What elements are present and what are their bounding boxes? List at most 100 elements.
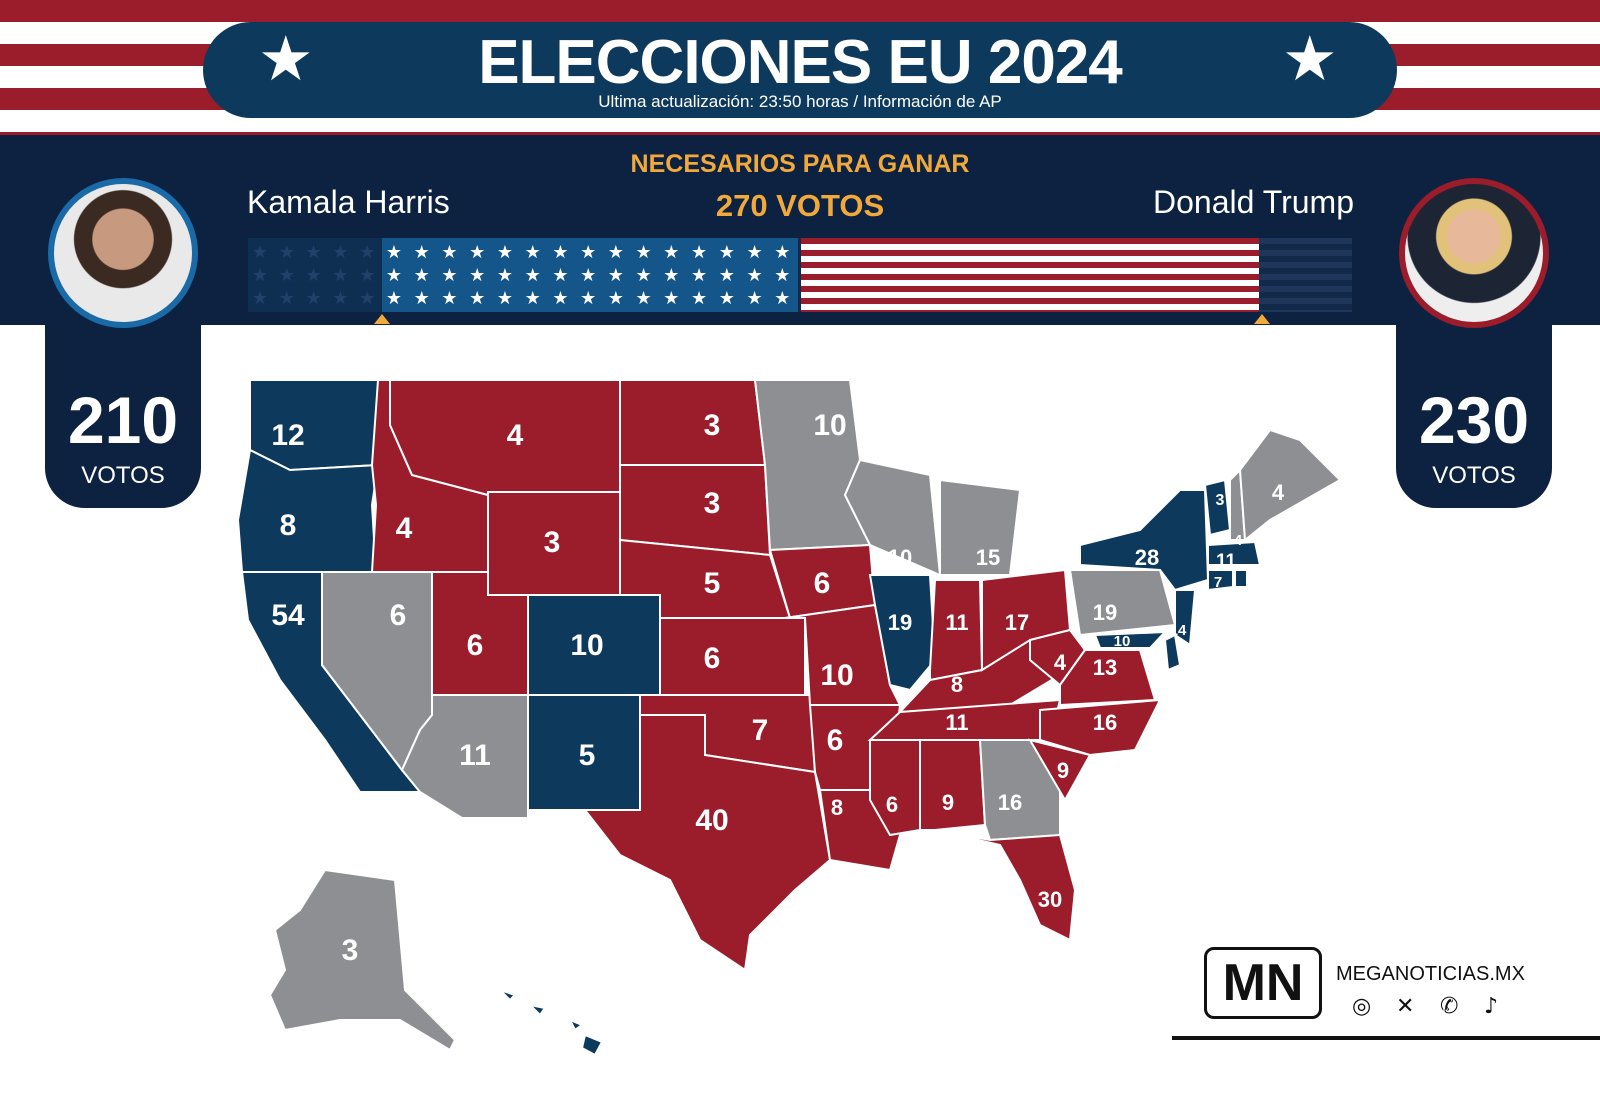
state-votes-ga: 16	[998, 790, 1022, 815]
state-votes-ma: 11	[1216, 551, 1237, 572]
bar-star: ★	[306, 242, 322, 263]
bar-star: ★	[414, 288, 430, 309]
title-banner: ELECCIONES EU 2024 Ultima actualización:…	[203, 22, 1397, 118]
state-nj	[1174, 589, 1197, 647]
state-votes-nj: 14	[1170, 622, 1187, 639]
bar-star: ★	[691, 265, 707, 286]
state-wi	[843, 458, 942, 577]
bar-star: ★	[663, 288, 679, 309]
state-pa	[1068, 569, 1177, 637]
state-votes-oh: 17	[1005, 610, 1029, 635]
trump-panel	[1396, 300, 1552, 508]
harris-avatar	[48, 178, 198, 328]
state-votes-id: 4	[396, 512, 413, 545]
state-votes-sc: 9	[1057, 758, 1069, 783]
bar-star: ★	[469, 265, 485, 286]
state-tx	[582, 714, 832, 972]
bar-star: ★	[636, 288, 652, 309]
bar-star: ★	[719, 288, 735, 309]
bar-star: ★	[774, 288, 790, 309]
instagram-icon[interactable]: ◎	[1352, 994, 1372, 1019]
x-icon[interactable]: ✕	[1396, 994, 1415, 1019]
state-votes-ok: 7	[752, 714, 769, 747]
bar-star: ★	[252, 242, 268, 263]
bar-star: ★	[580, 288, 596, 309]
bar-star: ★	[441, 265, 457, 286]
goal-votes: 270 VOTOS	[715, 188, 885, 223]
whatsapp-icon[interactable]: ✆	[1440, 994, 1459, 1019]
update-info: Ultima actualización: 23:50 horas / Info…	[598, 92, 1002, 111]
trump-progress-bar	[801, 238, 1259, 312]
bar-star: ★	[746, 242, 762, 263]
bar-star: ★	[332, 265, 348, 286]
site-url: MEGANOTICIAS.MX	[1336, 963, 1525, 985]
bar-star: ★	[663, 265, 679, 286]
trump-votes-label: VOTOS	[1432, 462, 1516, 489]
state-votes-ct: 7	[1214, 574, 1222, 591]
harris-panel	[45, 300, 201, 508]
bar-star: ★	[552, 288, 568, 309]
bar-star: ★	[252, 265, 268, 286]
bar-star: ★	[306, 288, 322, 309]
bar-star: ★	[441, 288, 457, 309]
state-votes-nd: 3	[704, 409, 721, 442]
state-votes-ak: 3	[342, 934, 359, 967]
bar-star: ★	[279, 265, 295, 286]
state-votes-pa: 19	[1093, 600, 1117, 625]
bar-star: ★	[252, 288, 268, 309]
state-votes-mn: 10	[813, 409, 846, 442]
bar-star: ★	[608, 242, 624, 263]
state-votes-fl: 30	[1038, 887, 1062, 912]
state-votes-az: 11	[459, 739, 491, 772]
state-ma	[1207, 540, 1262, 566]
bar-star: ★	[497, 288, 513, 309]
state-al	[919, 739, 987, 831]
star-icon: ★	[1282, 22, 1338, 95]
trump-marker	[1254, 314, 1270, 324]
state-votes-nm: 5	[579, 739, 596, 772]
state-votes-il: 19	[888, 610, 912, 635]
state-ri	[1234, 569, 1248, 588]
bar-star: ★	[774, 242, 790, 263]
tiktok-icon[interactable]: ♪	[1484, 994, 1499, 1019]
state-votes-mi: 15	[976, 545, 1000, 570]
bar-star: ★	[414, 265, 430, 286]
star-icon: ★	[258, 22, 314, 95]
state-me	[1238, 428, 1342, 542]
bar-star: ★	[525, 265, 541, 286]
state-hi	[499, 989, 604, 1057]
state-votes-or: 8	[280, 509, 297, 542]
state-sc	[1027, 738, 1092, 803]
harris-votes-label: VOTOS	[81, 462, 165, 489]
state-votes-ut: 6	[467, 629, 484, 662]
state-votes-tx: 40	[695, 804, 728, 837]
bar-star: ★	[719, 242, 735, 263]
bar-star: ★	[359, 242, 375, 263]
state-votes-sd: 3	[704, 487, 721, 520]
state-votes-tn: 11	[945, 710, 968, 735]
state-mi	[939, 478, 1022, 576]
harris-progress-bar: ★ ★ ★ ★ ★ ★ ★ ★ ★ ★ ★ ★ ★ ★ ★ ★ ★ ★ ★ ★ ★ ★ ★ ★ ★ ★ ★ ★ ★ ★ ★ ★ ★ ★ ★ ★ ★ ★ ★ ★…	[382, 238, 798, 312]
state-ks	[659, 617, 806, 696]
bar-star: ★	[525, 242, 541, 263]
bar-star: ★	[386, 242, 402, 263]
state-votes-co: 10	[570, 629, 603, 662]
bar-star: ★	[691, 288, 707, 309]
state-de	[1163, 633, 1182, 672]
trump-name: Donald Trump	[1153, 184, 1354, 220]
state-or	[236, 448, 380, 573]
bar-star: ★	[414, 242, 430, 263]
state-nc	[1039, 698, 1162, 757]
bar-star: ★	[608, 288, 624, 309]
dim-stars: ★ ★ ★ ★ ★★ ★ ★ ★ ★★ ★ ★ ★ ★	[252, 242, 375, 309]
harris-marker	[374, 314, 390, 324]
trump-remaining-bar	[1259, 238, 1352, 312]
bar-star: ★	[497, 265, 513, 286]
state-votes-mo: 10	[820, 659, 853, 692]
state-wa	[249, 380, 379, 472]
state-votes-al: 9	[942, 790, 954, 815]
state-votes-ar: 6	[827, 724, 844, 757]
state-votes-ne: 5	[704, 567, 721, 600]
trump-avatar	[1399, 178, 1549, 328]
state-votes-wv: 4	[1054, 650, 1067, 675]
